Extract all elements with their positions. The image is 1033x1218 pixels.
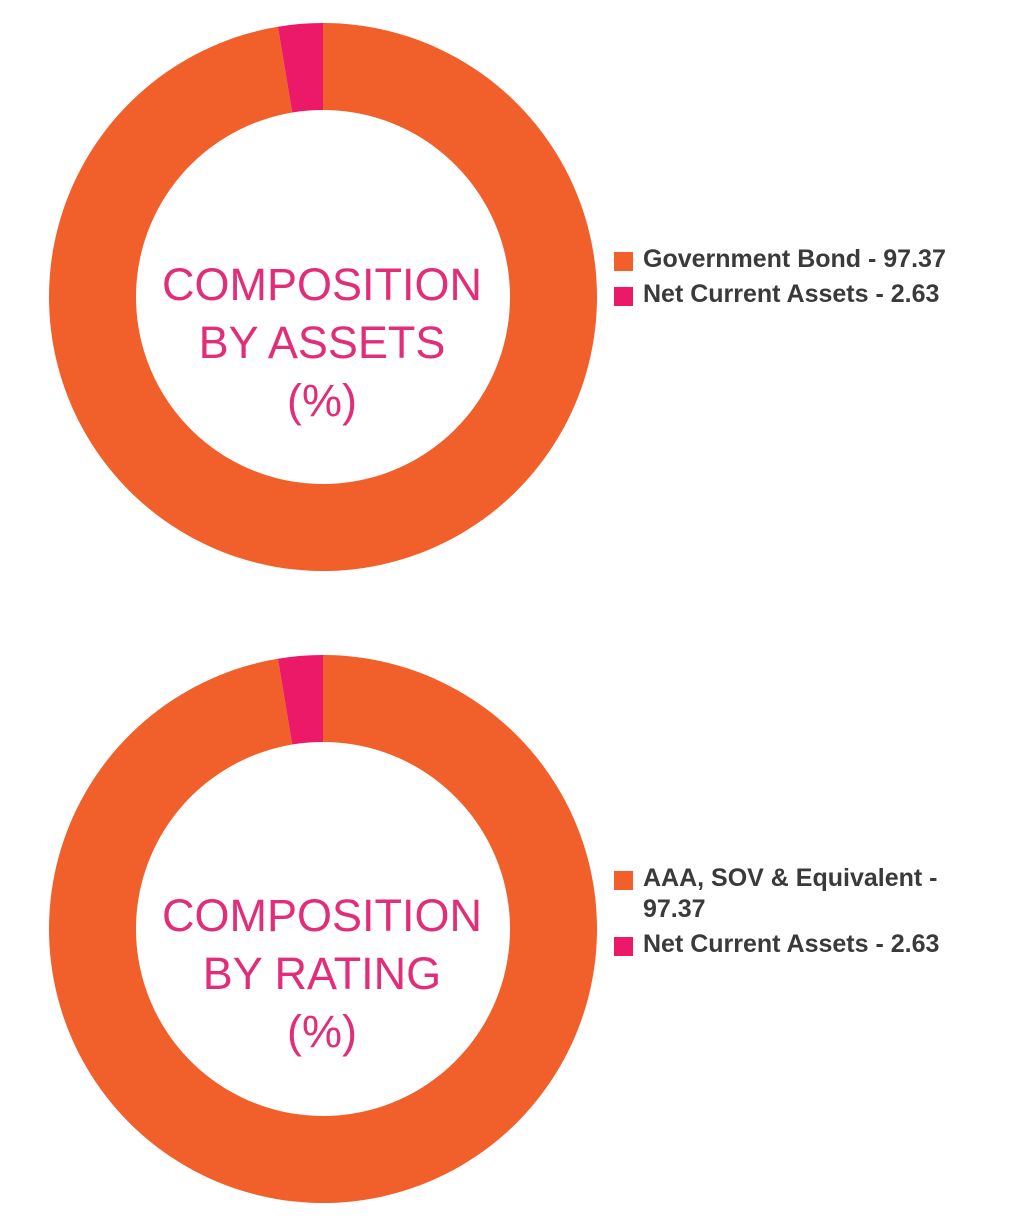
rating-title-line-3: (%) [287,1006,357,1057]
legend-label: Net Current Assets - 2.63 [643,930,940,958]
legend-label: AAA, SOV & Equivalent - 97.37 [643,864,938,923]
donut-slice-major [49,23,597,571]
rating-title-line-1: COMPOSITION [161,890,482,941]
rating-donut-title: COMPOSITION BY RATING (%) [136,887,508,1061]
legend-item-net-current-assets: Net Current Assets - 2.63 [614,279,1014,310]
legend-swatch-orange [614,252,633,271]
assets-donut [49,23,597,571]
legend-item-net-current-assets: Net Current Assets - 2.63 [614,929,974,960]
legend-label: Net Current Assets - 2.63 [643,280,940,308]
assets-title-line-3: (%) [287,375,357,426]
donut-slice-major [49,655,597,1203]
rating-composition-chart: COMPOSITION BY RATING (%) AAA, SOV & Equ… [0,609,1033,1218]
assets-title-line-2: BY ASSETS [198,317,446,368]
rating-donut [49,655,597,1203]
rating-title-line-2: BY RATING [202,948,442,999]
assets-legend: Government Bond - 97.37 Net Current Asse… [614,244,1014,314]
legend-item-government-bond: Government Bond - 97.37 [614,244,1014,275]
assets-composition-chart: COMPOSITION BY ASSETS (%) Government Bon… [0,0,1033,600]
assets-title-line-1: COMPOSITION [161,259,482,310]
legend-swatch-pink [614,287,633,306]
legend-swatch-pink [614,937,633,956]
rating-legend: AAA, SOV & Equivalent - 97.37 Net Curren… [614,863,974,964]
donut-slice-net-current-assets [277,655,323,745]
legend-label: Government Bond - 97.37 [643,245,946,273]
legend-swatch-orange [614,871,633,890]
legend-item-aaa-sov-equivalent: AAA, SOV & Equivalent - 97.37 [614,863,974,925]
assets-donut-title: COMPOSITION BY ASSETS (%) [136,256,508,430]
donut-slice-net-current-assets [277,23,323,113]
